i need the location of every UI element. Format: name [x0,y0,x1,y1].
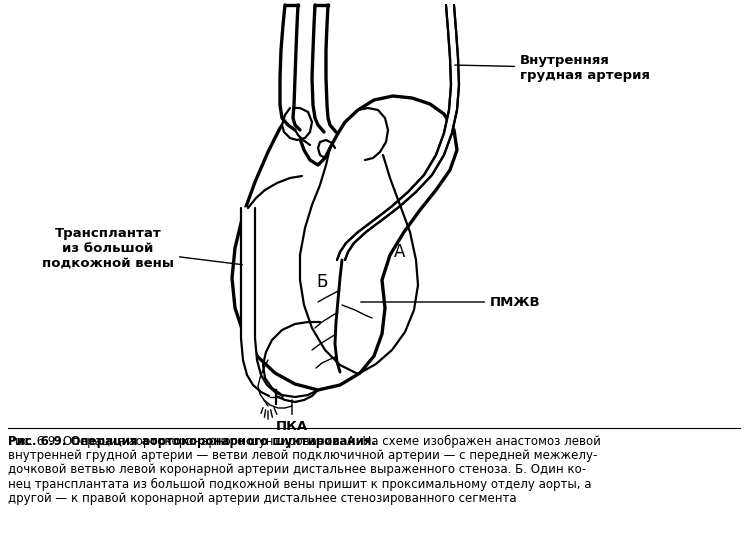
Text: Рис. 6.9. Операция аортокоронарного шунтирования. А. На схеме изображен анастомо: Рис. 6.9. Операция аортокоронарного шунт… [8,435,601,448]
Text: Трансплантат
из большой
подкожной вены: Трансплантат из большой подкожной вены [42,227,242,270]
Text: Внутренняя
грудная артерия: Внутренняя грудная артерия [455,54,650,82]
Polygon shape [285,5,298,130]
Text: нец трансплантата из большой подкожной вены пришит к проксимальному отделу аорты: нец трансплантата из большой подкожной в… [8,478,592,490]
Polygon shape [315,5,328,132]
Text: Рис. 6.9. Операция аортокоронарного шунтирования.: Рис. 6.9. Операция аортокоронарного шунт… [8,435,376,448]
Text: внутренней грудной артерии — ветви левой подключичной артерии — с передней межже: внутренней грудной артерии — ветви левой… [8,449,598,462]
Text: ПМЖВ: ПМЖВ [361,295,541,309]
Text: А: А [394,243,405,261]
Polygon shape [282,108,312,140]
Polygon shape [337,5,459,260]
Text: ПКА: ПКА [276,400,308,433]
Text: другой — к правой коронарной артерии дистальнее стенозированного сегмента: другой — к правой коронарной артерии дис… [8,492,517,505]
Polygon shape [232,96,457,390]
Text: Б: Б [316,273,328,291]
Text: дочковой ветвью левой коронарной артерии дистальнее выраженного стеноза. Б. Один: дочковой ветвью левой коронарной артерии… [8,464,586,477]
Polygon shape [241,208,283,396]
